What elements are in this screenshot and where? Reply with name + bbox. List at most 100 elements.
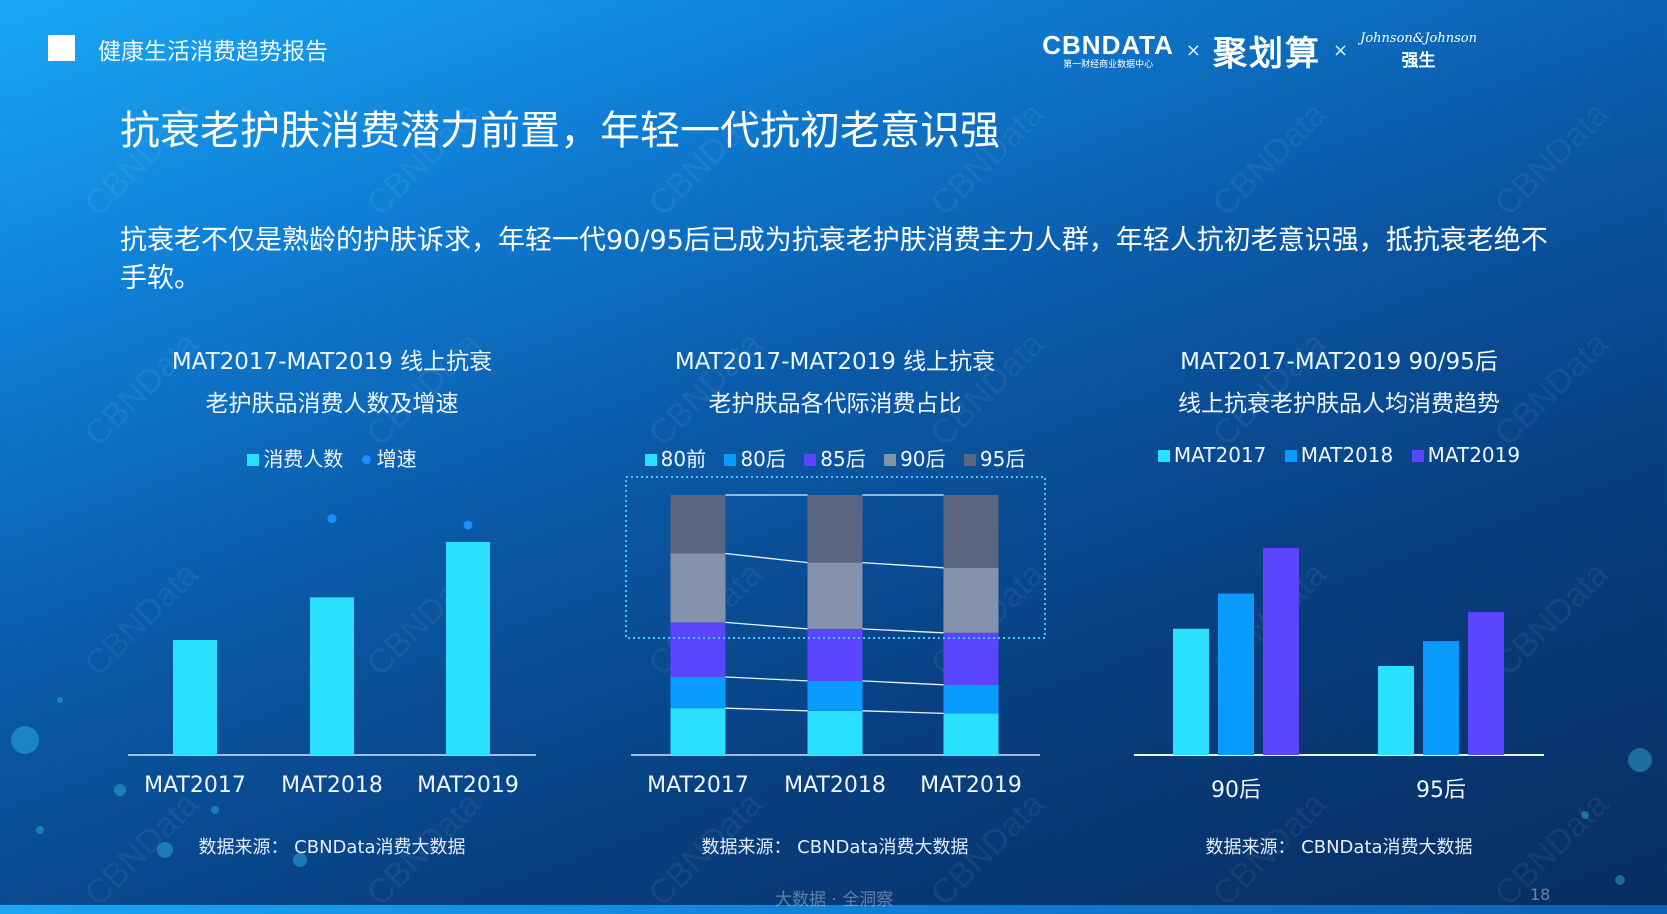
- cbndata-logo-text: CBNDATA: [1042, 29, 1174, 60]
- chart3-bar-90后-MAT2017: [1173, 628, 1209, 755]
- chart3-bar-95后-MAT2017: [1378, 665, 1414, 755]
- legend-label: 90后: [900, 447, 946, 471]
- legend-item: 90后: [884, 447, 946, 471]
- legend-item: 80前: [644, 447, 707, 471]
- network-node-icon: [57, 697, 63, 703]
- chart2-connector-line: [725, 676, 808, 682]
- legend-swatch: [724, 454, 737, 466]
- legend-label: 85后: [820, 447, 866, 471]
- page-title: 抗衰老护肤消费潜力前置，年轻一代抗初老意识强: [120, 108, 1000, 154]
- johnson-logo: Johnson&Johnson 强生: [1360, 31, 1477, 71]
- chart2-segment-90后-MAT2018: [807, 562, 863, 629]
- legend-swatch: [963, 454, 976, 466]
- chart1-bar-MAT2019: [446, 542, 490, 755]
- chart2-title-line2: 老护肤品各代际消费占比: [708, 391, 962, 417]
- header-square-icon: [48, 35, 75, 61]
- legend-item: 消费人数: [247, 447, 343, 471]
- network-node-icon: [114, 784, 126, 796]
- legend-dot: [361, 455, 371, 464]
- chart1-bar-MAT2018: [310, 597, 354, 755]
- chart2-connector-line: [725, 552, 808, 564]
- chart2-title-line1: MAT2017-MAT2019 线上抗衰: [674, 349, 996, 375]
- legend-item: MAT2019: [1411, 443, 1520, 467]
- chart2-segment-85后-MAT2017: [670, 622, 726, 677]
- chart2-x-label: MAT2019: [920, 773, 1022, 798]
- chart2-title: MAT2017-MAT2019 线上抗衰 老护肤品各代际消费占比: [605, 341, 1065, 425]
- chart2-x-label: MAT2018: [784, 773, 886, 798]
- network-node-icon: [1615, 875, 1625, 885]
- summary-paragraph: 抗衰老不仅是熟龄的护肤诉求，年轻一代90/95后已成为抗衰老护肤消费主力人群，年…: [120, 225, 1548, 294]
- chart3-x-label: 90后: [1211, 778, 1261, 803]
- legend-label: 增速: [376, 447, 417, 471]
- logo-separator: ×: [1185, 40, 1202, 61]
- chart2-segment-80后-MAT2017: [670, 677, 726, 709]
- chart2-connector-line: [862, 710, 944, 715]
- legend-item: 95后: [963, 447, 1026, 471]
- chart2-segment-95后-MAT2019: [943, 495, 999, 568]
- chart2-segment-80后-MAT2018: [807, 680, 863, 711]
- chart2-legend: 80前 80后 85后 90后 95后: [605, 443, 1065, 472]
- chart2-connector-line: [862, 628, 944, 634]
- footer-slogan: 大数据 · 全洞察: [775, 890, 894, 910]
- chart2-segment-85后-MAT2019: [943, 632, 999, 685]
- chart2-segment-80后-MAT2019: [943, 684, 999, 714]
- chart2-connector-line: [862, 680, 944, 686]
- legend-label: 80后: [740, 447, 786, 471]
- chart3-title: MAT2017-MAT2019 90/95后 线上抗衰老护肤品人均消费趋势: [1109, 341, 1569, 425]
- chart1-bar-MAT2017: [173, 639, 217, 755]
- legend-swatch: [1411, 450, 1424, 462]
- chart1-x-label: MAT2018: [281, 773, 383, 798]
- johnson-logo-cn: 强生: [1401, 50, 1436, 71]
- chart2-segment-80前-MAT2017: [670, 708, 726, 755]
- chart1-x-label: MAT2019: [417, 773, 519, 798]
- legend-swatch: [644, 454, 657, 466]
- legend-item: 80后: [724, 447, 786, 471]
- legend-item: MAT2017: [1157, 443, 1267, 467]
- chart2-segment-90后-MAT2019: [943, 567, 999, 633]
- network-node-icon: [1628, 748, 1652, 772]
- chart2-segment-95后-MAT2018: [807, 495, 863, 563]
- chart2-segment-80前-MAT2018: [807, 710, 863, 755]
- chart3-source: 数据来源： CBNData消费大数据: [1205, 837, 1473, 858]
- chart3-bar-95后-MAT2019: [1468, 612, 1504, 755]
- chart1-growth-dot-MAT2019: [463, 520, 473, 530]
- network-node-icon: [11, 726, 39, 754]
- chart3-legend: MAT2017 MAT2018 MAT2019: [1109, 443, 1569, 467]
- legend-item: 增速: [361, 447, 417, 471]
- legend-label: MAT2018: [1300, 443, 1394, 467]
- legend-label: MAT2017: [1173, 443, 1267, 467]
- cbndata-logo: CBNDATA 第一财经商业数据中心: [1042, 31, 1174, 71]
- network-node-icon: [293, 853, 307, 867]
- chart2-segment-95后-MAT2017: [670, 495, 726, 554]
- legend-swatch: [804, 454, 817, 466]
- chart1-source: 数据来源： CBNData消费大数据: [198, 837, 466, 858]
- legend-item: 85后: [804, 447, 866, 471]
- chart2-connector-line: [862, 561, 944, 569]
- chart2-segment-90后-MAT2017: [670, 553, 726, 623]
- chart1-title-line1: MAT2017-MAT2019 线上抗衰: [171, 349, 493, 375]
- network-node-icon: [211, 806, 219, 814]
- chart2-connector-line: [725, 707, 808, 712]
- chart3-bar-90后-MAT2019: [1263, 548, 1299, 755]
- legend-swatch: [1157, 450, 1170, 462]
- network-node-icon: [1581, 811, 1589, 819]
- chart2-segment-80前-MAT2019: [943, 713, 999, 755]
- legend-label: 95后: [979, 447, 1026, 471]
- johnson-logo-script: Johnson&Johnson: [1360, 30, 1477, 46]
- chart3-x-label: 95后: [1416, 778, 1466, 803]
- legend-swatch: [884, 454, 897, 466]
- chart3-title-line2: 线上抗衰老护肤品人均消费趋势: [1178, 391, 1500, 417]
- chart3-bar-90后-MAT2018: [1218, 593, 1254, 755]
- legend-swatch: [247, 454, 260, 466]
- juhuasuan-logo: 聚划算: [1213, 34, 1322, 74]
- chart1-title: MAT2017-MAT2019 线上抗衰 老护肤品消费人数及增速: [102, 341, 562, 425]
- chart1-x-label: MAT2017: [144, 773, 246, 798]
- legend-swatch: [1284, 450, 1297, 462]
- chart3-title-line1: MAT2017-MAT2019 90/95后: [1180, 349, 1498, 375]
- network-node-icon: [36, 826, 44, 834]
- chart2-source: 数据来源： CBNData消费大数据: [701, 837, 969, 858]
- legend-label: 80前: [660, 447, 707, 471]
- partner-logos: CBNDATA 第一财经商业数据中心 × 聚划算 × Johnson&Johns…: [1042, 26, 1477, 75]
- legend-label: 消费人数: [263, 447, 344, 471]
